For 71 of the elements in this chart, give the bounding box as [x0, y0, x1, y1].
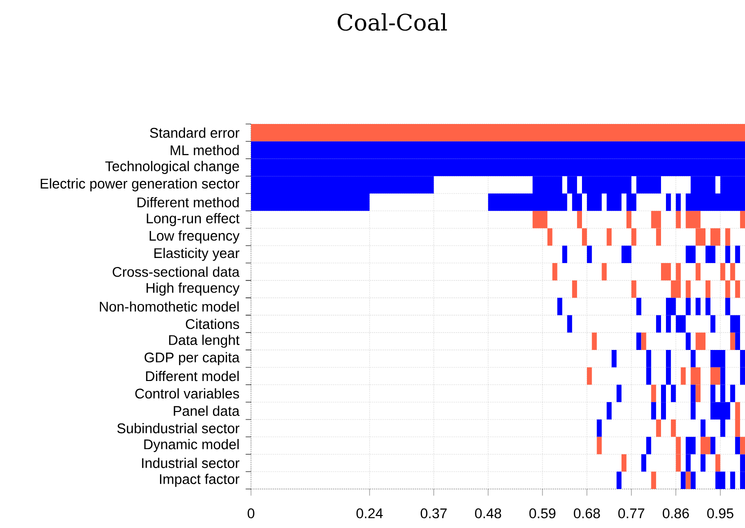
x-tick-label: 0.95 [707, 508, 734, 518]
bar [690, 350, 696, 368]
bar [696, 298, 701, 316]
bar [705, 246, 716, 264]
y-tick-label: Low frequency [150, 230, 240, 244]
y-tick-label: Elasticity year [154, 248, 240, 261]
y-tick-label: Technological change [105, 160, 239, 174]
bar [686, 246, 696, 264]
bar [666, 194, 671, 211]
x-tick-label: 0.59 [529, 508, 556, 518]
y-tick-label: ML method [170, 144, 239, 156]
bar [730, 332, 736, 350]
x-tick-label: 0.48 [475, 508, 502, 518]
bar [676, 315, 686, 333]
bar [616, 384, 622, 402]
bar [690, 472, 696, 489]
y-tick-label: Control variables [135, 388, 240, 399]
y-tick-label: Citations [186, 318, 240, 330]
bar [606, 402, 612, 420]
bar [720, 263, 726, 280]
x-tick-label: 0.24 [356, 508, 383, 518]
bar [656, 315, 662, 333]
bar [567, 315, 572, 333]
bar [715, 454, 720, 472]
bar [636, 332, 642, 350]
bar [725, 280, 730, 298]
bar [646, 436, 652, 454]
bar [680, 472, 686, 489]
bar [636, 298, 642, 316]
y-tick-label: Panel data [174, 406, 240, 416]
bar [730, 472, 736, 489]
bar [562, 246, 568, 264]
y-tick-label: Data lenght [169, 334, 240, 348]
y-tick-label: Different model [146, 370, 239, 382]
bar [651, 402, 656, 420]
bar [710, 315, 716, 333]
bar [612, 350, 617, 368]
x-tick-label: 0.86 [662, 508, 689, 518]
bar [670, 384, 676, 402]
y-tick-label: Non-homothetic model [100, 301, 239, 312]
bar [622, 246, 632, 264]
y-tick-label: Subindustrial sector [117, 423, 240, 434]
bar [735, 246, 740, 264]
y-tick-label: Different method [138, 197, 239, 208]
x-tick-label: 0.37 [420, 508, 447, 518]
y-tick-label: Industrial sector [142, 458, 240, 468]
bar [710, 367, 720, 385]
bar [616, 472, 622, 489]
bar [735, 436, 740, 454]
y-tick-label: Impact factor [160, 474, 240, 487]
y-tick-label: Electric power generation sector [40, 178, 240, 192]
x-tick-label: 0.68 [574, 508, 600, 518]
bar [730, 384, 736, 402]
x-tick-label: 0.77 [618, 508, 644, 518]
bar [725, 298, 730, 316]
y-tick-label: Dynamic model [144, 439, 239, 452]
y-tick-label: Cross-sectional data [112, 266, 240, 277]
bar [700, 419, 706, 437]
chart-title: Coal-Coal [338, 13, 447, 31]
y-tick-label: GDP per capita [144, 352, 240, 366]
bar [700, 454, 706, 472]
y-tick-label: Long-run effect [146, 213, 240, 226]
y-tick-label: Standard error [150, 128, 240, 138]
bar [686, 298, 691, 316]
bar [686, 332, 691, 350]
bar [596, 419, 602, 437]
bar [641, 454, 646, 472]
bar [676, 194, 681, 211]
y-tick-label: High frequency [146, 282, 240, 296]
x-tick-label: 0 [248, 508, 254, 518]
bar [586, 246, 592, 264]
